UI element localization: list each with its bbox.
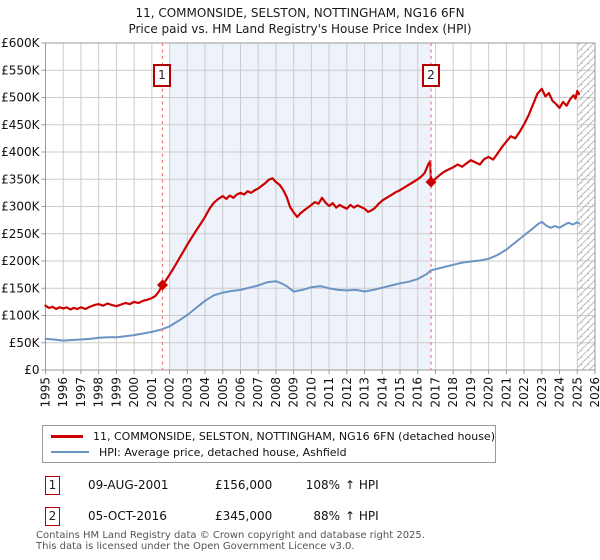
x-tick-label: 2008 [269, 377, 283, 408]
chart-subtitle: Price paid vs. HM Land Registry's House … [128, 22, 472, 36]
sale-2-point [425, 176, 437, 188]
price-paid-legend-label: 11, COMMONSIDE, SELSTON, NOTTINGHAM, NG1… [92, 429, 495, 443]
x-tick-label: 2021 [499, 377, 513, 408]
x-tick-label: 1999 [109, 377, 123, 408]
x-tick-label: 2004 [198, 377, 212, 408]
x-tick-label: 2003 [180, 377, 194, 408]
y-tick-label: £100K [1, 309, 41, 323]
x-tick-label: 2012 [340, 377, 354, 408]
x-tick-label: 1998 [92, 377, 106, 408]
y-tick-label: £400K [1, 145, 41, 159]
y-tick-label: £350K [1, 172, 41, 186]
sale-1-flag: 1 [153, 64, 171, 87]
hpi-line [44, 220, 580, 342]
y-tick-label: £600K [1, 36, 41, 50]
x-tick-label: 2005 [216, 377, 230, 408]
x-tick-label: 2011 [322, 377, 336, 408]
sale-1-price: £156,000 [215, 478, 273, 492]
x-tick-label: 2006 [233, 377, 247, 408]
x-tick-label: 2007 [251, 377, 265, 408]
x-tick-label: 2017 [428, 377, 442, 408]
x-tick-label: 1996 [56, 377, 70, 408]
y-tick-label: £550K [1, 63, 41, 77]
x-tick-label: 2014 [375, 377, 389, 408]
sale-2-date: 05-OCT-2016 [88, 509, 167, 523]
y-tick-label: £500K [1, 91, 41, 105]
x-tick-label: 2025 [570, 377, 584, 408]
plot-border [45, 42, 596, 371]
price-paid-line-swatch [51, 434, 83, 438]
x-tick-label: 2018 [446, 377, 460, 408]
sale-1-hpi-direction: ↑ HPI [345, 478, 379, 492]
chart-title-address: 11, COMMONSIDE, SELSTON, NOTTINGHAM, NG1… [135, 6, 465, 20]
x-tick-label: 2016 [411, 377, 425, 408]
hpi-line-swatch [51, 451, 89, 453]
future-no-data-hatch [577, 43, 595, 370]
copyright-footer: Contains HM Land Registry data © Crown c… [36, 530, 596, 552]
x-tick-label: 2010 [304, 377, 318, 408]
x-tick-label: 2013 [358, 377, 372, 408]
price-paid-line [44, 87, 581, 311]
legend: 11, COMMONSIDE, SELSTON, NOTTINGHAM, NG1… [42, 425, 496, 463]
y-tick-label: £0 [24, 363, 39, 377]
y-tick-label: £200K [1, 254, 41, 268]
sale-2-number-box: 2 [45, 507, 60, 526]
sale-2-hpi-comparison: 88% ↑ HPI [300, 509, 379, 523]
legend-row-price-paid: 11, COMMONSIDE, SELSTON, NOTTINGHAM, NG1… [43, 428, 495, 444]
y-tick-label: £300K [1, 200, 41, 214]
x-tick-label: 2019 [464, 377, 478, 408]
sale-1-date: 09-AUG-2001 [88, 478, 169, 492]
x-tick-label: 2022 [517, 377, 531, 408]
x-tick-label: 2002 [163, 377, 177, 408]
sale-1-number-box: 1 [45, 476, 60, 495]
sale-2-hpi-direction: ↑ HPI [345, 509, 379, 523]
x-tick-label: 2009 [287, 377, 301, 408]
x-tick-label: 2000 [127, 377, 141, 408]
sale-1-hpi-comparison: 108% ↑ HPI [300, 478, 379, 492]
x-tick-label: 1997 [74, 377, 88, 408]
sale-annotation-1: 1 09-AUG-2001 £156,000 108% ↑ HPI [0, 476, 600, 497]
y-tick-label: £450K [1, 118, 41, 132]
x-tick-label: 2026 [588, 377, 600, 408]
legend-row-hpi: HPI: Average price, detached house, Ashf… [43, 444, 495, 460]
y-tick-label: £150K [1, 281, 41, 295]
copyright-line-2: This data is licensed under the Open Gov… [36, 541, 355, 552]
sale-2-hpi-percent: 88% [313, 509, 340, 523]
y-tick-label: £250K [1, 227, 41, 241]
x-tick-label: 2024 [553, 377, 567, 408]
sale-2-price: £345,000 [215, 509, 273, 523]
x-tick-label: 2020 [482, 377, 496, 408]
sale-annotation-2: 2 05-OCT-2016 £345,000 88% ↑ HPI [0, 507, 600, 528]
x-tick-label: 2023 [535, 377, 549, 408]
sale-1-hpi-percent: 108% [305, 478, 340, 492]
chart-title: 11, COMMONSIDE, SELSTON, NOTTINGHAM, NG1… [0, 5, 600, 37]
y-tick-label: £50K [9, 336, 41, 350]
x-tick-label: 1995 [39, 377, 53, 408]
sale-2-flag: 2 [422, 64, 440, 87]
x-tick-label: 2015 [393, 377, 407, 408]
copyright-line-1: Contains HM Land Registry data © Crown c… [36, 530, 425, 541]
x-tick-label: 2001 [145, 377, 159, 408]
sale-1-point [156, 279, 168, 291]
price-history-chart: £0 £50K £100K £150K £200K £250K £300K £350K £400… [1, 36, 600, 408]
hpi-legend-label: HPI: Average price, detached house, Ashf… [99, 445, 347, 459]
